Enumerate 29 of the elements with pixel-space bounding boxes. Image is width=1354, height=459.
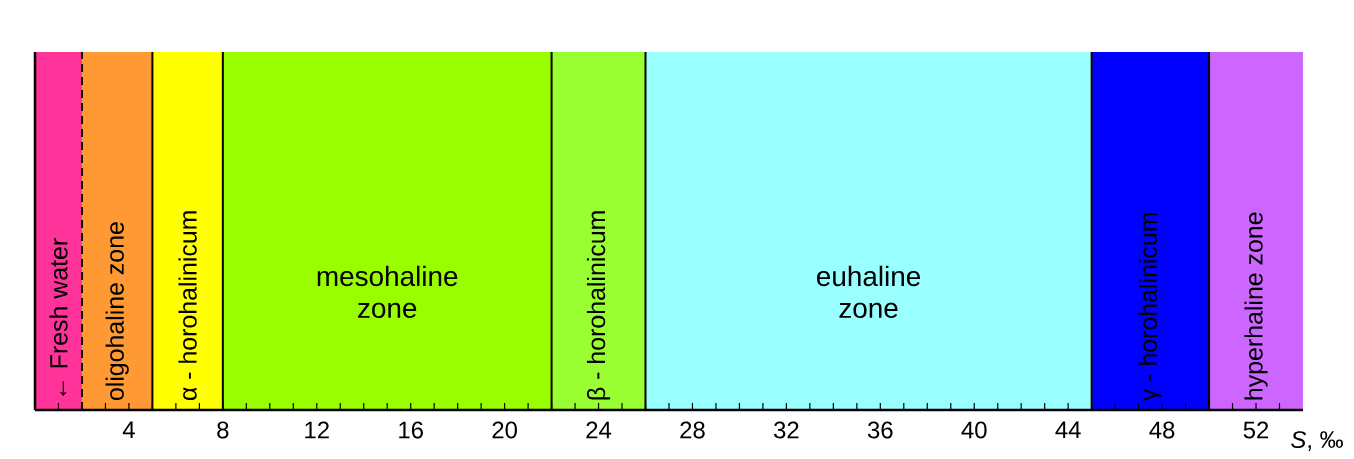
series-label: α - horohalinicum [178,211,197,401]
x-tick-label: 12 [305,421,329,439]
x-tick-label: 28 [680,421,705,439]
x-tick-label: 4 [122,421,135,438]
series-label: γ - horohalinicum [1138,213,1162,402]
bar [1091,51,1210,410]
x-tick-label: 16 [399,421,423,439]
series-label: euhaline zone [817,265,921,319]
x-tick-label: 32 [774,421,799,439]
series-label: mesohaline zone [317,265,458,319]
bar [645,51,1092,410]
x-tick-label: 36 [867,421,893,439]
bar [551,51,646,410]
bar [152,51,223,410]
series-label: β - horohalinicum [586,211,611,400]
x-tick-label: 8 [217,421,229,439]
x-tick-label: 40 [961,421,987,439]
x-tick-label: 44 [1055,421,1081,438]
x-tick-label: 24 [586,421,612,439]
x-tick-label: 20 [492,421,517,439]
bar [81,51,153,410]
bar [1209,51,1303,410]
x-tick-label: 52 [1243,421,1269,439]
x-tick-label: 48 [1149,421,1175,439]
bar [222,51,552,410]
series-label: ← Fresh water [49,238,68,397]
series-label: oligohaline zone [105,222,129,401]
x-axis-title: S, ‰ [1291,431,1343,451]
series-label: hyperhaline zone [1244,212,1268,400]
